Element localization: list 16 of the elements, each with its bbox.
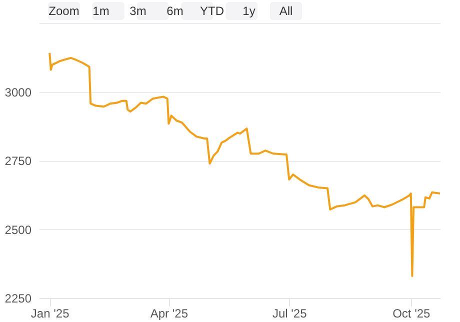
text: 1m	[92, 4, 110, 18]
text: 3m	[130, 4, 146, 18]
text: 1y	[242, 4, 256, 18]
x-tick-label: Jul '25	[272, 306, 308, 320]
text: 6m	[166, 4, 184, 18]
x-tick-label: Jan '25	[30, 306, 70, 320]
y-tick-label: 2250	[4, 292, 32, 306]
x-tick-label: Oct '25	[392, 306, 431, 320]
text: All	[279, 4, 293, 18]
x-tick-label: Apr '25	[150, 306, 188, 320]
y-tick-label: 2750	[4, 154, 32, 168]
text: YTD	[200, 4, 224, 18]
line-series	[48, 52, 441, 277]
y-tick-label: 2500	[4, 222, 32, 237]
y-tick-label: 3000	[4, 85, 32, 100]
text: Zoom	[48, 4, 80, 18]
